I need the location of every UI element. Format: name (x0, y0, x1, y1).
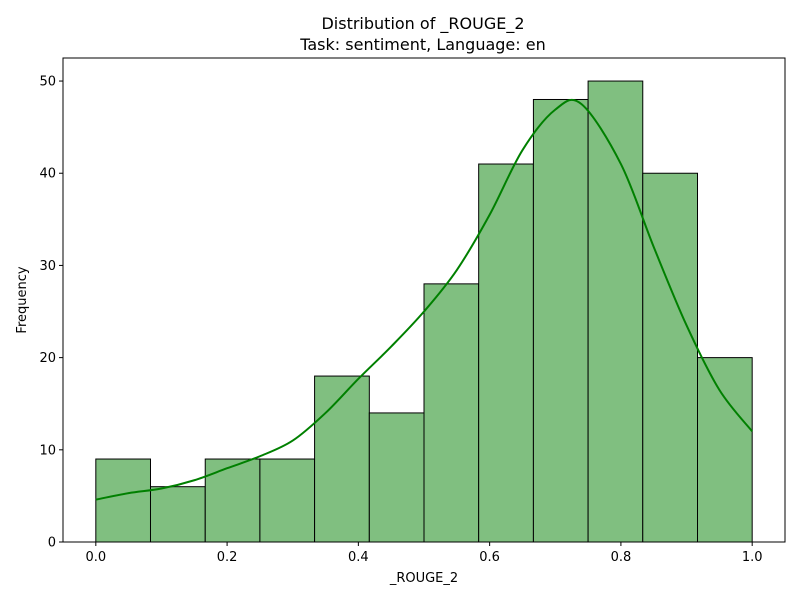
x-axis: 0.0 0.2 0.4 0.6 0.8 1.0 (85, 542, 763, 565)
histogram-bar (587, 80, 644, 543)
y-axis: 0 10 20 30 40 50 (39, 75, 63, 551)
histogram-bar (204, 458, 261, 543)
plot-frame (62, 57, 786, 543)
y-tick-label: 30 (39, 259, 56, 274)
x-tick-label: 0.0 (85, 550, 106, 565)
histogram-bar (478, 163, 534, 543)
x-tick-label: 0.6 (479, 550, 500, 565)
x-tick-label: 1.0 (742, 550, 763, 565)
y-tick-label: 10 (39, 443, 56, 458)
x-tick-label: 0.8 (611, 550, 632, 565)
histogram-bar (368, 412, 425, 543)
y-tick-label: 50 (39, 75, 56, 90)
y-tick-label: 40 (39, 167, 56, 182)
chart-title: Distribution of _ROUGE_2 (321, 14, 524, 34)
histogram-bar (95, 458, 151, 543)
histogram-bar (532, 98, 589, 543)
x-axis-label: _ROUGE_2 (389, 571, 458, 586)
y-axis-label: Frequency (15, 266, 30, 333)
chart-subtitle: Task: sentiment, Language: en (299, 35, 545, 54)
histogram-bar (314, 375, 370, 543)
histogram-bar (697, 357, 753, 543)
histogram-bar (149, 486, 206, 543)
histogram-bar (423, 283, 480, 543)
y-tick-label: 20 (39, 351, 56, 366)
y-tick-label: 0 (48, 536, 56, 551)
histogram-bar (259, 458, 316, 543)
x-tick-label: 0.2 (217, 550, 238, 565)
histogram-bar (642, 172, 699, 543)
x-tick-label: 0.4 (348, 550, 369, 565)
histogram-bars (95, 80, 753, 543)
kde-curve (95, 98, 753, 501)
